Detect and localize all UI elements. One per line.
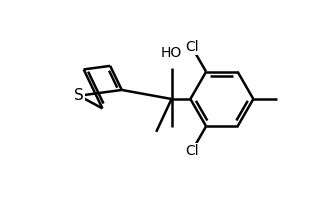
Text: HO: HO (161, 46, 182, 60)
Text: Cl: Cl (185, 40, 199, 54)
Text: S: S (74, 88, 84, 103)
Text: Cl: Cl (185, 144, 199, 158)
